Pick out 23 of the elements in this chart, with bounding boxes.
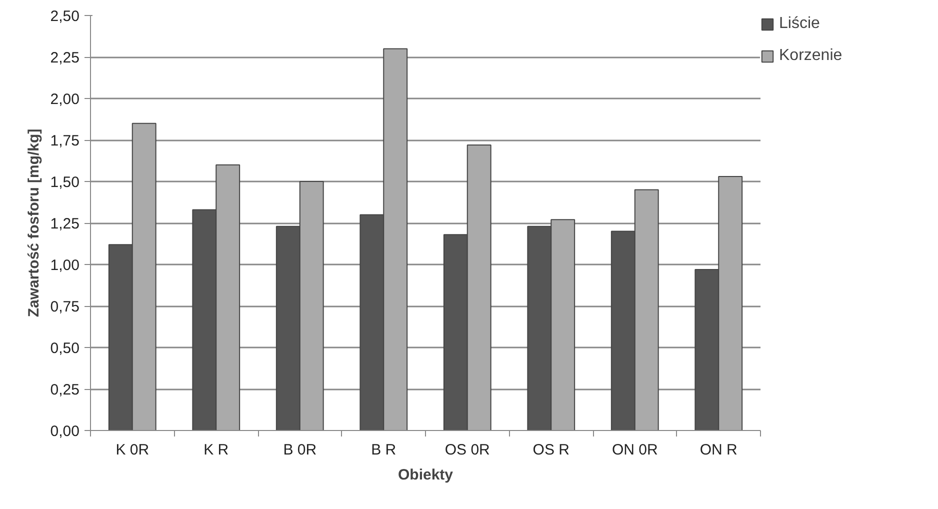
x-tick-label: OS R	[532, 442, 570, 458]
legend-label: Korzenie	[779, 47, 842, 65]
x-axis-title: Obiekty	[398, 466, 454, 484]
y-axis-title: Zawartość fosforu [mg/kg]	[25, 128, 42, 318]
y-tick-label: 1,50	[50, 174, 80, 191]
legend-label: Liście	[779, 15, 821, 33]
x-tick-label: B R	[371, 442, 396, 458]
y-tick-label: 0,00	[50, 423, 80, 440]
y-tick-label: 1,25	[50, 216, 80, 232]
y-tick-label: 0,25	[50, 382, 80, 398]
x-tick-label: K 0R	[116, 442, 150, 458]
y-tick-label: 2,25	[50, 50, 80, 66]
x-tick-label: OS 0R	[444, 442, 490, 458]
x-tick-label: B 0R	[283, 442, 317, 458]
x-tick-label: ON R	[700, 442, 738, 458]
x-tick-label: K R	[204, 442, 229, 458]
x-tick-label: ON 0R	[612, 442, 658, 458]
y-tick-label: 2,50	[50, 8, 80, 25]
y-tick-label: 2,00	[50, 91, 80, 108]
y-tick-label: 1,75	[50, 132, 80, 150]
y-tick-label: 0,75	[50, 298, 80, 316]
y-tick-label: 1,00	[50, 257, 80, 274]
y-tick-label: 0,50	[50, 340, 80, 357]
